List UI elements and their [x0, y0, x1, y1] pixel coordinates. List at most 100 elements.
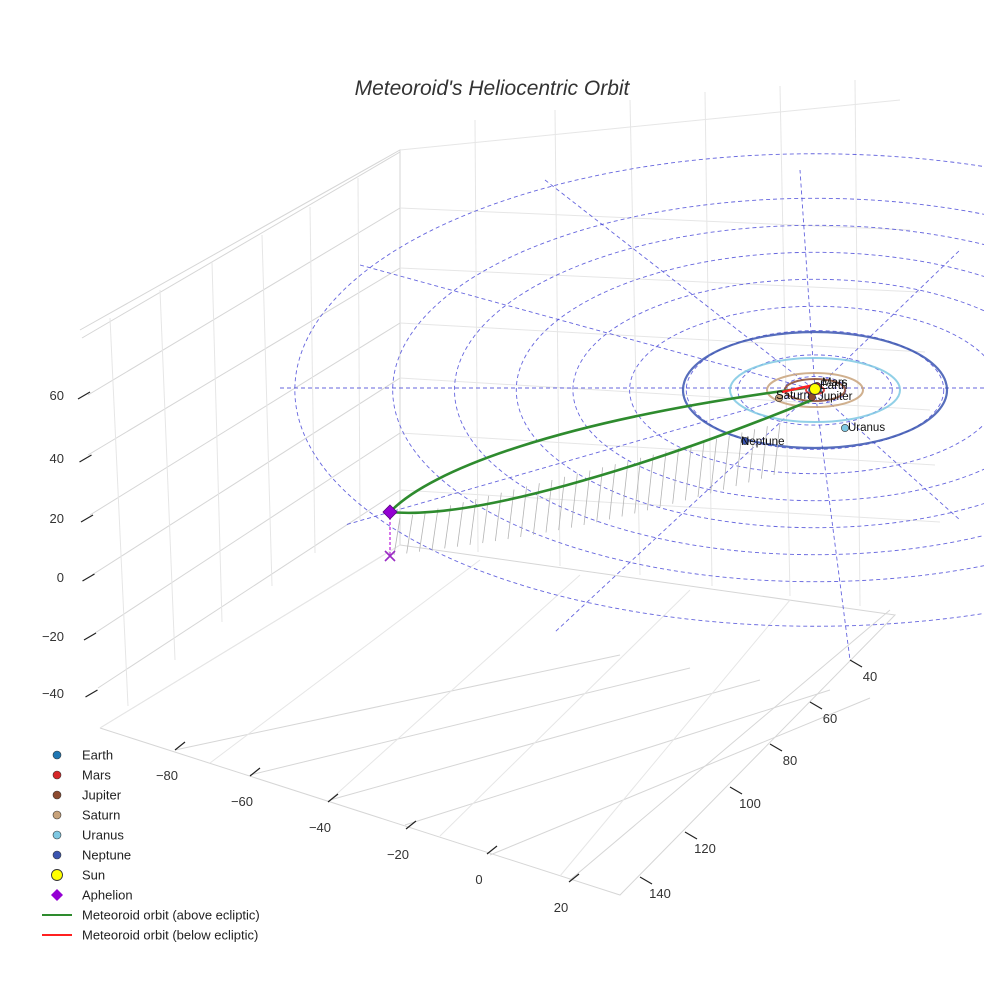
- y-tick-label: 140: [649, 886, 671, 901]
- z-tick-mark: [82, 573, 95, 582]
- legend-marker: [52, 810, 62, 820]
- ecliptic-ring: [392, 197, 984, 583]
- drop-line: [684, 445, 692, 501]
- planet-marker-uranus: [841, 424, 849, 432]
- ecliptic-ring: [515, 251, 984, 529]
- legend-item: Uranus: [52, 828, 124, 843]
- y-tick-label: 60: [823, 711, 837, 726]
- back-wall-vline: [109, 317, 129, 707]
- ecliptic-spoke: [359, 264, 816, 391]
- axis-ticks: 60 40 20 0 −20 −40 −80 −60 −40 −20 0 20 40 60 80 100 120…: [42, 388, 877, 915]
- legend-item: Meteoroid orbit (above ecliptic): [42, 908, 260, 923]
- side-wall-hline: [399, 489, 941, 523]
- legend-marker: [52, 790, 62, 800]
- aphelion-marker: [382, 504, 398, 520]
- floor-line-y: [559, 599, 791, 877]
- drop-line: [722, 435, 730, 490]
- y-tick-mark: [639, 876, 653, 885]
- side-wall-hline: [399, 99, 901, 151]
- planet-label-uranus: Uranus: [848, 422, 885, 434]
- drop-line: [545, 479, 553, 533]
- y-tick-mark: [684, 831, 698, 840]
- ecliptic-spoke: [814, 249, 961, 391]
- ecliptic-ring: [737, 354, 893, 426]
- side-wall-vline: [704, 91, 713, 587]
- drop-line: [710, 438, 718, 494]
- drop-line: [634, 457, 642, 514]
- legend-item: Earth: [52, 748, 113, 763]
- z-tick-mark: [83, 632, 97, 641]
- floor-line-x: [489, 697, 871, 856]
- legend-marker: [52, 830, 62, 840]
- side-wall-vline: [629, 99, 641, 576]
- y-tick-mark: [769, 743, 783, 752]
- floor-line-x: [329, 679, 761, 801]
- drop-line: [494, 492, 502, 542]
- x-tick-label: −80: [156, 768, 178, 783]
- legend-label: Neptune: [82, 848, 131, 863]
- back-wall-vline: [159, 289, 176, 661]
- x-tick-label: 20: [554, 900, 568, 915]
- side-wall-hline: [399, 432, 936, 466]
- orbit-uranus: [729, 357, 901, 423]
- drop-line: [406, 514, 414, 554]
- floor-line-y: [99, 544, 401, 729]
- ecliptic-ring: [685, 330, 945, 450]
- y-tick-mark: [809, 701, 823, 710]
- drop-line: [672, 448, 680, 504]
- legend-marker: [51, 869, 63, 881]
- x-tick-label: 0: [475, 872, 482, 887]
- floor-line-x: [249, 667, 691, 776]
- back-wall-vline: [309, 206, 316, 554]
- z-tick-mark: [85, 689, 98, 698]
- x-tick-label: −40: [309, 820, 331, 835]
- x-tick-mark: [405, 820, 417, 830]
- drop-line: [608, 464, 616, 520]
- ecliptic-ring: [454, 224, 984, 556]
- planet-label-neptune: Neptune: [741, 436, 784, 448]
- legend-item: Mars: [52, 768, 111, 783]
- drop-line: [532, 483, 540, 535]
- back-wall-hline: [87, 207, 401, 396]
- planet-label-saturn: Saturn: [776, 390, 810, 402]
- z-tick-label: 20: [50, 511, 64, 526]
- ecliptic-spoke: [814, 389, 961, 521]
- ecliptic-ring: [629, 305, 984, 475]
- floor-line-x: [174, 654, 621, 751]
- side-wall-hline: [399, 322, 926, 353]
- legend-label: Saturn: [82, 808, 120, 823]
- orbit-saturn: [766, 372, 864, 408]
- planet-marker-neptune: [741, 437, 749, 445]
- z-tick-mark: [77, 391, 91, 400]
- planet-label-earth: Earth: [820, 380, 848, 392]
- planet-label-jupiter: Jupiter: [818, 391, 853, 403]
- floor-line-y: [439, 589, 691, 837]
- x-tick-mark: [174, 741, 186, 751]
- drop-line: [697, 441, 705, 497]
- z-tick-label: 40: [50, 451, 64, 466]
- grid-layer: [79, 79, 941, 896]
- legend-marker: [52, 770, 62, 780]
- y-tick-label: 100: [739, 796, 761, 811]
- legend-label: Meteoroid orbit (above ecliptic): [82, 908, 260, 923]
- back-wall-hline: [91, 377, 401, 576]
- floor-line-x: [569, 609, 891, 881]
- legend-label: Mars: [82, 768, 111, 783]
- z-tick-label: −40: [42, 686, 64, 701]
- z-tick-label: −20: [42, 629, 64, 644]
- floor-line-y: [329, 574, 581, 801]
- orbit-above-upper: [389, 386, 806, 513]
- drop-lines: [393, 422, 781, 556]
- x-tick-mark: [327, 793, 339, 803]
- side-wall-hline: [399, 207, 911, 231]
- back-wall-vline: [211, 261, 223, 623]
- planet-orbits: [681, 330, 949, 450]
- y-tick-label: 120: [694, 841, 716, 856]
- legend-label: Uranus: [82, 828, 124, 843]
- drop-line: [773, 422, 781, 476]
- z-tick-mark: [79, 454, 92, 463]
- ecliptic-spoke: [799, 169, 816, 391]
- legend-item: Saturn: [52, 808, 120, 823]
- legend-marker: [51, 889, 63, 901]
